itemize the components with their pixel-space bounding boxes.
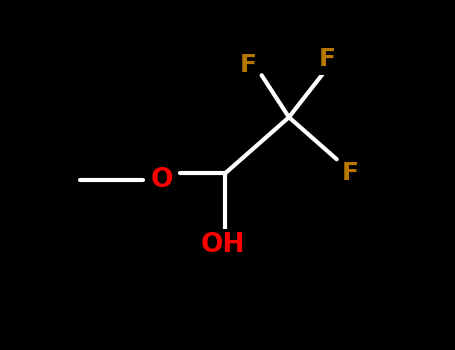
Text: F: F: [239, 53, 257, 77]
Text: F: F: [319, 48, 336, 71]
Text: O: O: [150, 167, 173, 193]
Text: F: F: [342, 161, 359, 185]
Text: OH: OH: [201, 232, 245, 258]
